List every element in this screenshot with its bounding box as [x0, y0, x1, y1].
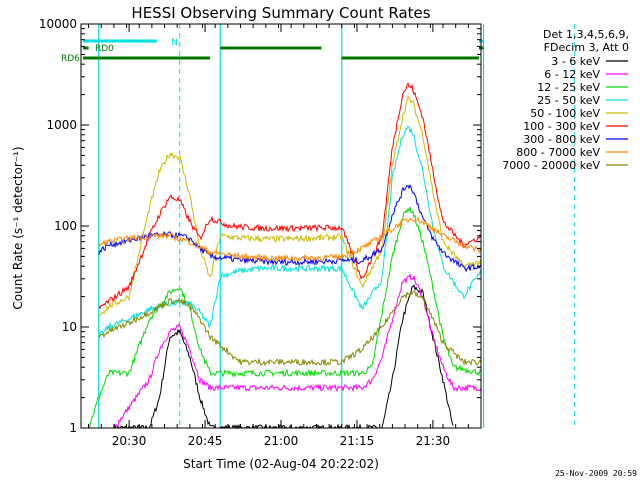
legend-header-line-2: FDecim 3, Att 0 — [544, 41, 629, 54]
y-tick-label: 100 — [54, 219, 77, 233]
legend-entry-label: 3 - 6 keV — [551, 55, 600, 68]
y-tick-label: 10 — [62, 320, 77, 334]
x-tick-label: 21:15 — [340, 434, 375, 448]
legend: Det 1,3,4,5,6,9, FDecim 3, Att 0 3 - 6 k… — [502, 28, 629, 172]
series-line-800-7000-kev — [98, 215, 482, 263]
x-tick-label: 20:45 — [188, 434, 223, 448]
flag-label-n: N — [171, 38, 178, 48]
legend-entry-label: 12 - 25 keV — [537, 81, 600, 94]
series-line-50-100-kev — [98, 95, 482, 317]
legend-entry-label: 25 - 50 keV — [537, 94, 600, 107]
plot-area: N RD0 RD6 1 10 100 1000 10000 20:30 20:45 21:00 21:… — [39, 17, 576, 448]
legend-entry-label: 300 - 800 keV — [523, 133, 600, 146]
series-line-100-300-kev — [98, 82, 482, 310]
series-line-25-50-kev — [98, 125, 482, 337]
legend-entry-label: 800 - 7000 keV — [516, 146, 600, 159]
y-tick-label: 1000 — [46, 118, 77, 132]
legend-entry-label: 100 - 300 keV — [523, 120, 600, 133]
legend-entry-label: 50 - 100 keV — [530, 107, 600, 120]
legend-header-line-1: Det 1,3,4,5,6,9, — [543, 28, 629, 41]
series-line-3-6-kev — [113, 284, 454, 430]
timestamp-stamp: 25-Nov-2009 20:59 — [555, 469, 637, 478]
flag-label-rd0: RD0 — [95, 44, 114, 54]
legend-entry-label: 6 - 12 keV — [544, 68, 600, 81]
flag-label-rd6: RD6 — [61, 54, 80, 64]
plot-frame — [80, 23, 482, 429]
y-tick-label: 1 — [69, 421, 77, 435]
x-tick-label: 21:30 — [416, 434, 451, 448]
series-line-6-12-kev — [113, 273, 482, 427]
y-axis-label: Count Rate (s⁻¹ detector⁻¹) — [11, 146, 25, 309]
series-line-7000-20000-kev — [98, 290, 482, 367]
legend-entry-label: 7000 - 20000 keV — [502, 159, 600, 172]
x-tick-label: 21:00 — [264, 434, 299, 448]
y-tick-label: 10000 — [39, 17, 77, 31]
x-tick-label: 20:30 — [112, 434, 147, 448]
x-axis-label: Start Time (02-Aug-04 20:22:02) — [183, 457, 379, 471]
chart-title: HESSI Observing Summary Count Rates — [131, 4, 430, 22]
